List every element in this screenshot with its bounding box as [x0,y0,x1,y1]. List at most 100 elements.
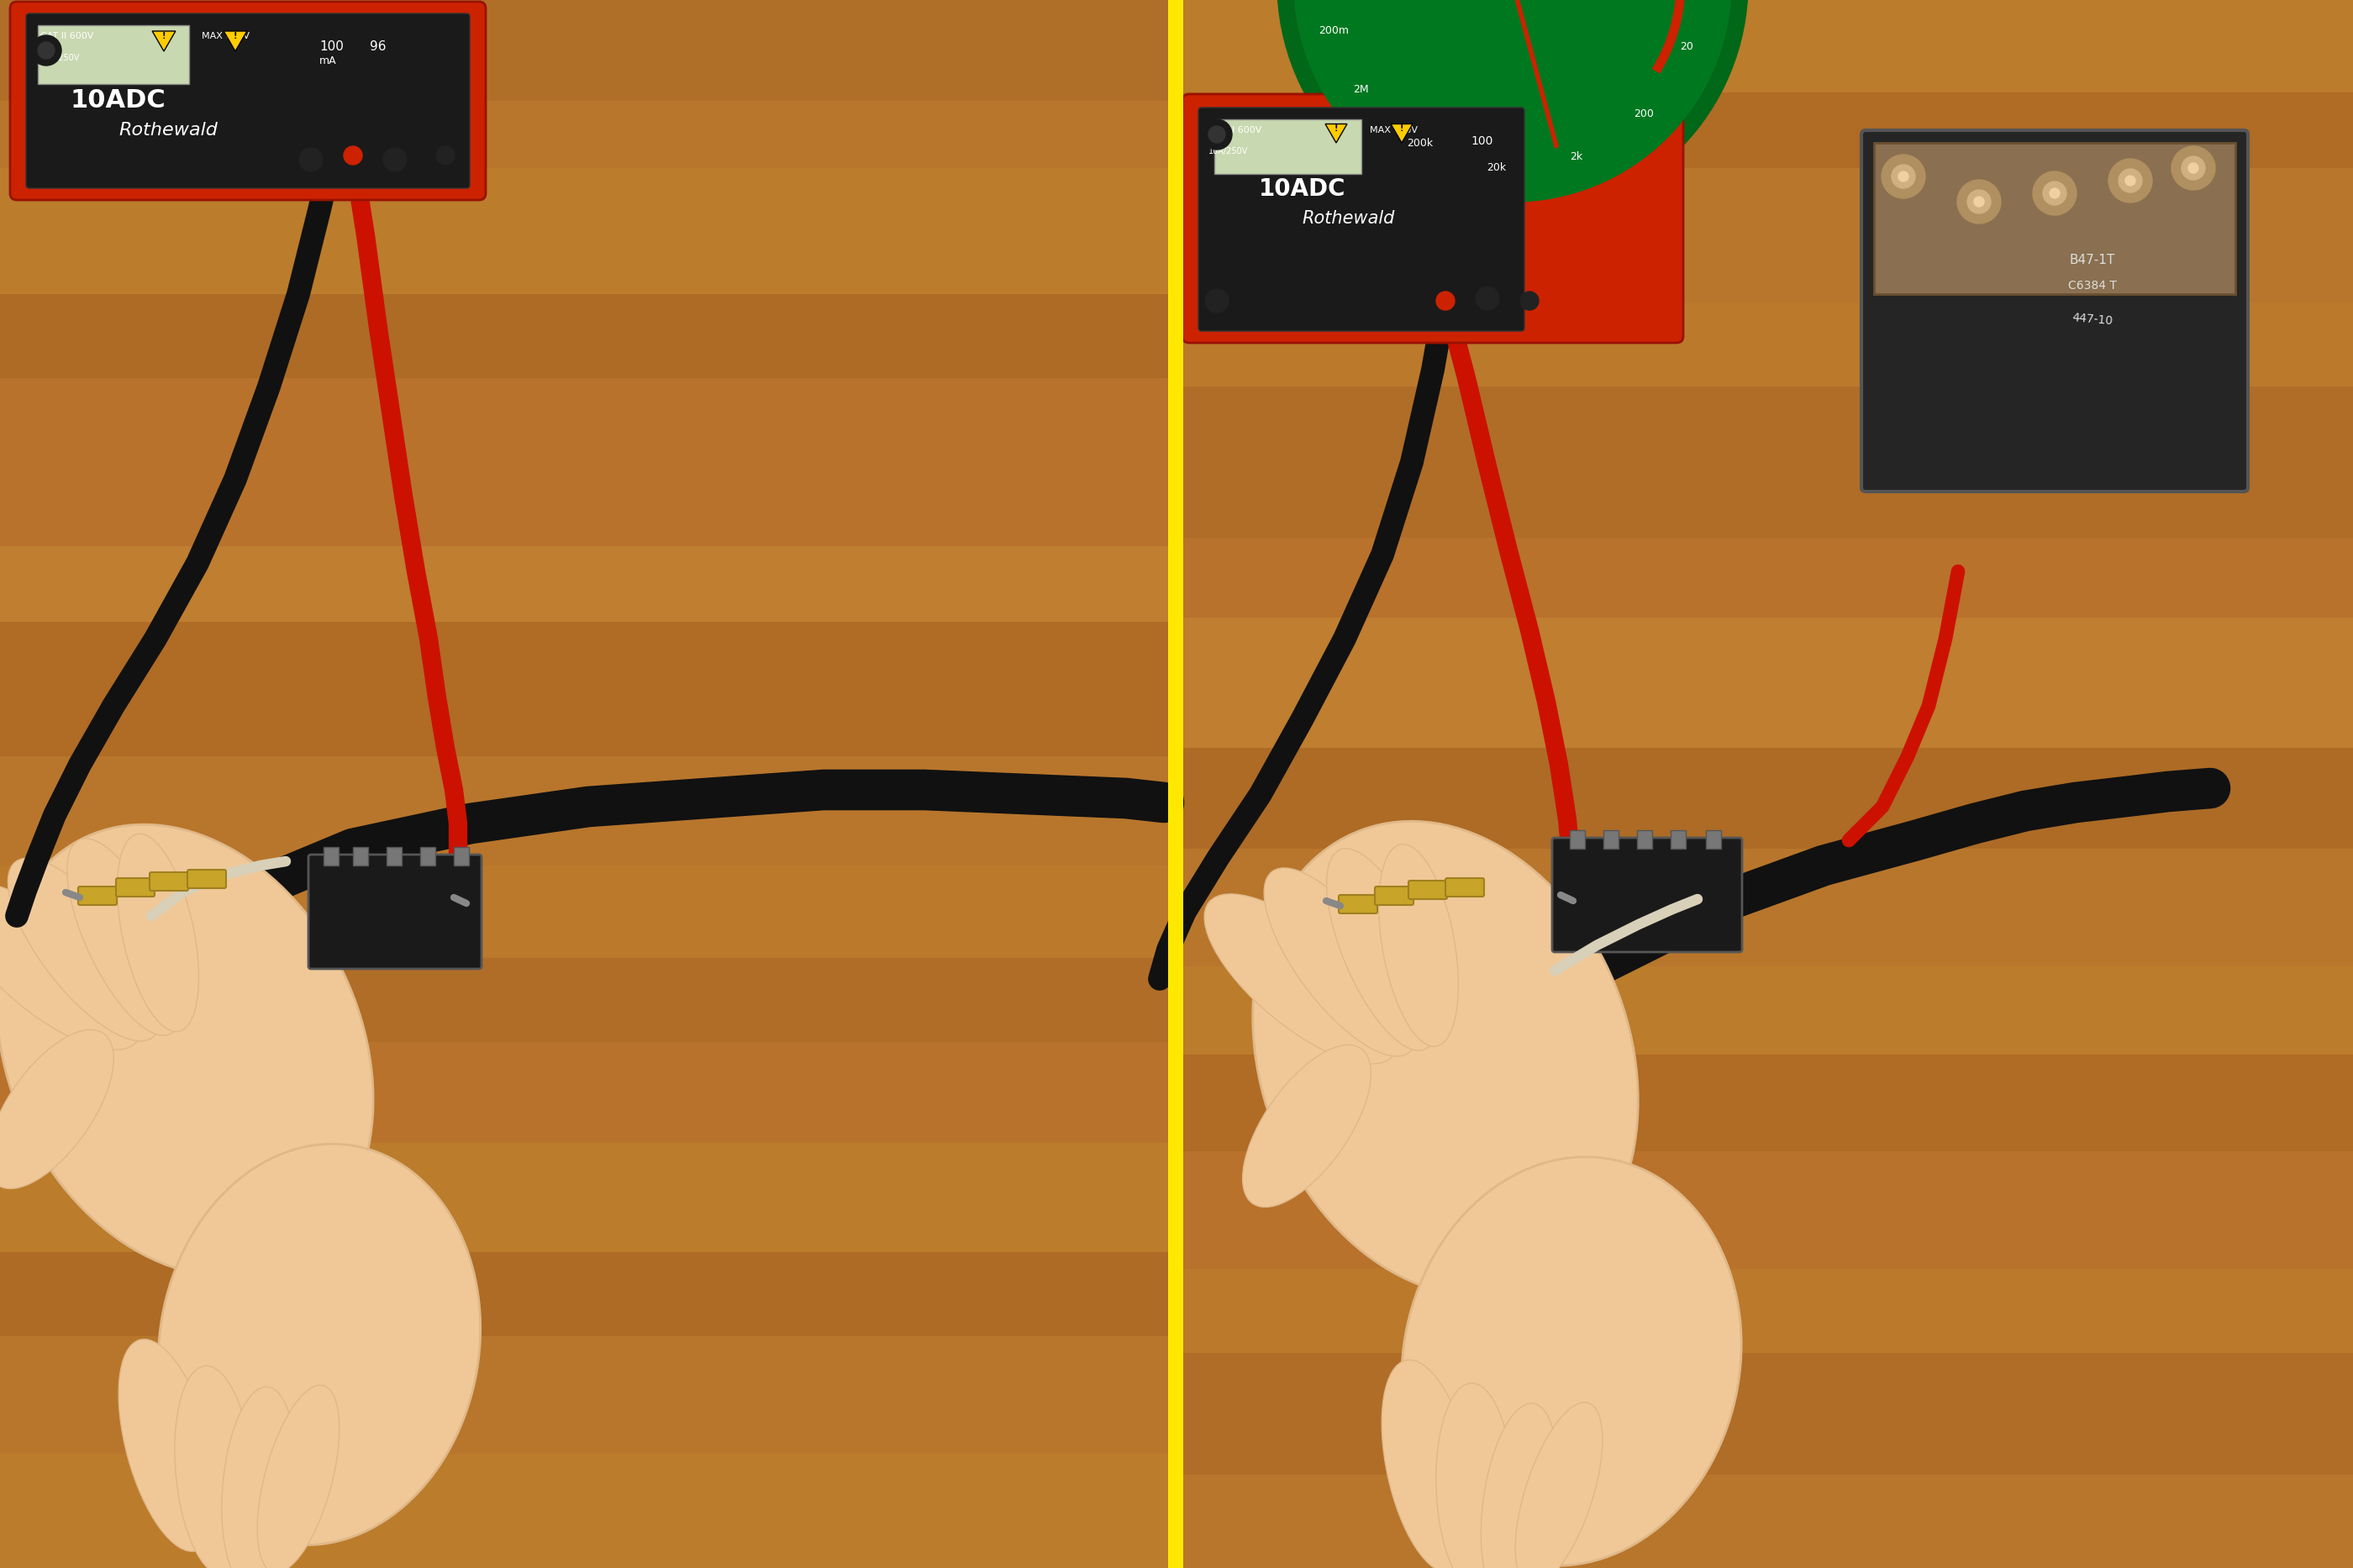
Text: MAX
10A/250V: MAX 10A/250V [40,44,80,61]
Circle shape [2049,188,2059,198]
Bar [1184,538,2353,618]
Bar [1602,829,1619,848]
FancyBboxPatch shape [1553,837,1741,952]
Ellipse shape [1480,1403,1558,1568]
Text: B47-1T: B47-1T [2071,254,2115,267]
FancyBboxPatch shape [1409,881,1447,898]
Text: C6384 T: C6384 T [2068,279,2118,292]
Circle shape [1974,196,1984,207]
Bar [1184,0,2353,1568]
Circle shape [1205,289,1228,312]
Bar [454,847,468,866]
Bar [1184,966,2353,1055]
Bar [1184,1055,2353,1151]
Text: Rothewald: Rothewald [118,122,216,138]
Bar [38,25,188,85]
Bar [0,1336,1167,1454]
Text: 2M: 2M [1353,83,1369,94]
Bar [1184,168,2353,303]
Ellipse shape [1381,1359,1475,1568]
Bar [0,756,1167,866]
Ellipse shape [0,1030,113,1189]
Text: 200m: 200m [1320,25,1348,36]
Bar [0,168,1167,295]
Circle shape [1892,165,1915,188]
Bar [0,0,1167,100]
Text: CAT II 600V: CAT II 600V [40,31,94,41]
Ellipse shape [221,1386,296,1568]
Circle shape [1520,292,1539,310]
Bar [1184,848,2353,966]
Text: Rothewald: Rothewald [1304,210,1395,227]
Text: CAT II 600V: CAT II 600V [1209,125,1261,135]
FancyBboxPatch shape [1374,886,1414,905]
Bar [0,378,1167,546]
Bar [0,100,1167,168]
Circle shape [1278,0,1748,218]
Bar [0,0,1167,1568]
Text: mA: mA [320,55,336,66]
Text: 200k: 200k [1407,138,1433,149]
Bar [0,1143,1167,1251]
Text: !: ! [162,31,165,41]
Bar [1569,829,1586,848]
Ellipse shape [68,839,181,1035]
FancyBboxPatch shape [188,870,226,887]
Bar [1184,618,2353,748]
FancyBboxPatch shape [1198,108,1525,331]
Ellipse shape [1252,822,1638,1297]
Ellipse shape [158,1145,480,1544]
FancyBboxPatch shape [9,2,485,201]
Ellipse shape [7,858,160,1041]
Bar [1167,0,1184,1568]
Text: 20: 20 [1680,41,1694,52]
Ellipse shape [1402,1157,1741,1566]
Circle shape [384,147,407,171]
Circle shape [1475,287,1499,310]
Circle shape [344,146,362,165]
Bar [1184,1353,2353,1475]
FancyBboxPatch shape [1445,878,1485,897]
Ellipse shape [174,1366,254,1568]
FancyBboxPatch shape [151,872,188,891]
Bar [1873,143,2235,295]
Ellipse shape [118,1339,216,1551]
Text: 100: 100 [1471,135,1492,147]
Ellipse shape [1205,894,1398,1065]
Text: 10ADC: 10ADC [1259,177,1346,201]
Circle shape [1967,190,1991,213]
FancyBboxPatch shape [1181,94,1682,343]
Bar [1184,1151,2353,1269]
Circle shape [1435,292,1454,310]
Circle shape [1209,125,1226,143]
Ellipse shape [1435,1383,1513,1568]
Circle shape [299,147,322,171]
Circle shape [2181,157,2205,180]
Circle shape [2033,171,2075,215]
Ellipse shape [1242,1044,1372,1207]
Text: 100: 100 [320,39,344,52]
Text: MAX
10A/250V: MAX 10A/250V [1209,136,1247,155]
Text: !: ! [1400,124,1405,133]
Bar [0,958,1167,1043]
Ellipse shape [1515,1402,1602,1568]
Circle shape [1294,0,1732,202]
Bar [353,847,367,866]
Text: 200: 200 [1633,108,1654,119]
FancyBboxPatch shape [26,14,471,188]
Text: 20k: 20k [1487,162,1506,172]
Bar [1671,829,1685,848]
Circle shape [2118,169,2141,193]
Bar [0,622,1167,756]
Bar [0,546,1167,622]
Bar [421,847,435,866]
Circle shape [2172,146,2214,190]
FancyBboxPatch shape [1339,895,1377,914]
Bar [1184,0,2353,93]
Text: MAX 600V: MAX 600V [202,31,249,41]
FancyBboxPatch shape [308,855,482,969]
Text: 447-10: 447-10 [2071,312,2113,328]
Bar [1184,748,2353,848]
Bar [0,1043,1167,1143]
Text: 96: 96 [369,39,386,52]
